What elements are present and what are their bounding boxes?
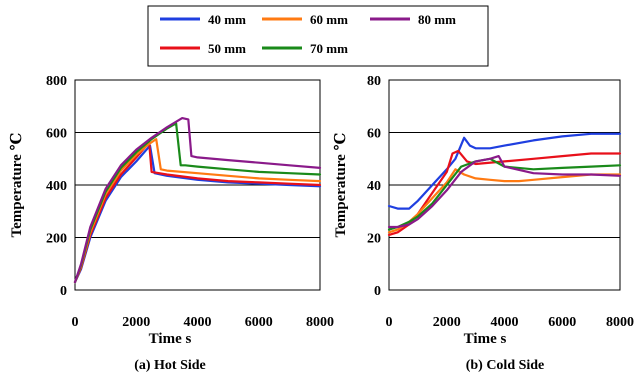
chart-caption: (b) Cold Side: [466, 358, 545, 373]
series-line-60-mm: [387, 168, 622, 234]
y-tick-label: 40: [367, 179, 381, 194]
legend-label: 50 mm: [208, 41, 246, 56]
y-tick-label: 20: [367, 232, 381, 247]
series-line-70-mm: [387, 157, 622, 231]
chart-hot-side: 0 200 400 600 800 0 2000 4000 6000 8000 Time s T…: [9, 74, 334, 373]
legend-item: 80 mm: [370, 12, 456, 27]
legend-label: 60 mm: [310, 12, 348, 27]
x-tick-label: 8000: [306, 315, 334, 330]
series-line-80-mm: [73, 116, 322, 284]
y-tick-label: 600: [46, 127, 67, 142]
y-axis-label: Temperature ℃: [9, 132, 25, 237]
x-tick-label: 4000: [184, 315, 212, 330]
legend-box: [147, 5, 489, 67]
y-tick-label: 0: [374, 284, 381, 299]
legend-label: 80 mm: [418, 12, 456, 27]
y-tick-label: 0: [60, 284, 67, 299]
legend-item: 50 mm: [160, 41, 246, 56]
y-tick-label: 80: [367, 74, 381, 89]
x-tick-label: 0: [72, 315, 79, 330]
series-line-40-mm: [387, 132, 622, 210]
x-axis-label: Time s: [149, 331, 192, 347]
y-axis-label: Temperature ℃: [333, 132, 349, 237]
legend-item: 40 mm: [160, 12, 246, 27]
x-tick-label: 6000: [245, 315, 273, 330]
y-tick-label: 60: [367, 127, 381, 142]
x-tick-label: 0: [386, 315, 393, 330]
x-tick-label: 6000: [548, 315, 576, 330]
x-tick-label: 2000: [122, 315, 150, 330]
x-tick-label: 2000: [433, 315, 461, 330]
y-tick-label: 400: [46, 179, 67, 194]
chart-cold-side: 0 20 40 60 80 0 2000 4000 6000 8000 Time s Tempe…: [333, 74, 634, 373]
legend-label: 40 mm: [208, 12, 246, 27]
series-line-80-mm: [387, 155, 622, 229]
legend: 40 mm 50 mm 60 mm 70 mm 80 mm: [147, 5, 489, 67]
x-tick-label: 8000: [606, 315, 634, 330]
y-tick-label: 800: [46, 74, 67, 89]
chart-caption: (a) Hot Side: [134, 358, 206, 373]
x-axis-label: Time s: [464, 331, 507, 347]
legend-item: 60 mm: [262, 12, 348, 27]
x-tick-label: 4000: [491, 315, 519, 330]
legend-label: 70 mm: [310, 41, 348, 56]
legend-item: 70 mm: [262, 41, 348, 56]
y-tick-label: 200: [46, 232, 67, 247]
